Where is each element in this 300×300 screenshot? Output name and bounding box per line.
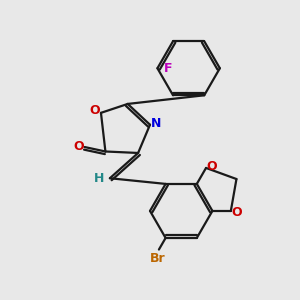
Text: N: N (152, 117, 162, 130)
Text: O: O (89, 104, 100, 117)
Text: O: O (74, 140, 84, 153)
Text: H: H (94, 172, 105, 185)
Text: O: O (206, 160, 217, 173)
Text: Br: Br (150, 252, 165, 265)
Text: F: F (164, 62, 172, 75)
Text: O: O (231, 206, 242, 219)
